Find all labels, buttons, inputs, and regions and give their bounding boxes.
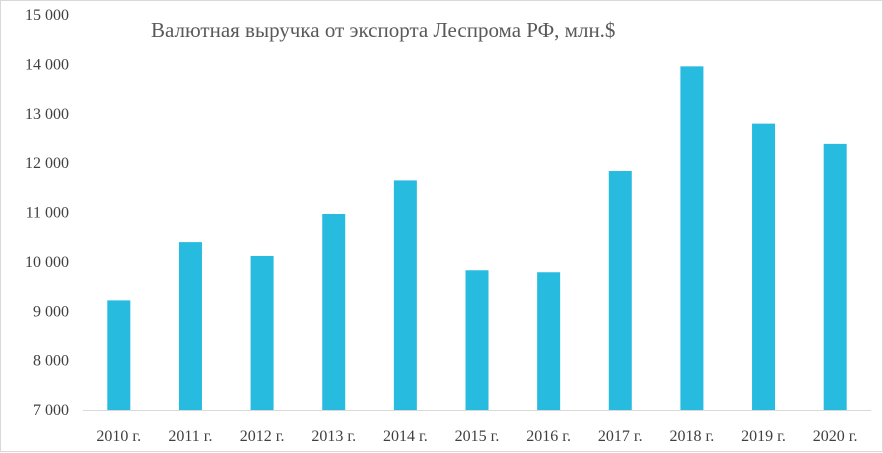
y-tick-label: 14 000 (25, 56, 69, 73)
bars (107, 66, 847, 410)
y-tick-label: 12 000 (25, 155, 69, 172)
x-tick-label: 2014 г. (383, 428, 428, 445)
x-tick-label: 2019 г. (741, 428, 786, 445)
bar (322, 213, 346, 410)
y-axis-ticks: 7 000 8 000 9 000 10 000 11 000 12 000 13 000 1… (25, 7, 69, 419)
x-tick-label: 2013 г. (311, 428, 356, 445)
bar (752, 123, 776, 410)
bar (680, 66, 704, 410)
y-tick-label: 11 000 (26, 205, 69, 222)
x-axis-ticks: 2010 г. 2011 г. 2012 г. 2013 г. 2014 г. 2015 … (96, 428, 857, 445)
bar (107, 300, 131, 410)
bar (823, 143, 847, 410)
y-tick-label: 7 000 (33, 402, 69, 419)
bar (178, 242, 202, 410)
x-tick-label: 2010 г. (96, 428, 141, 445)
y-tick-label: 8 000 (33, 353, 69, 370)
x-tick-label: 2018 г. (670, 428, 715, 445)
bar (608, 171, 632, 410)
x-tick-label: 2015 г. (455, 428, 500, 445)
x-tick-label: 2017 г. (598, 428, 643, 445)
y-tick-label: 13 000 (25, 106, 69, 123)
x-tick-label: 2012 г. (240, 428, 285, 445)
bar (393, 180, 417, 410)
bar (465, 270, 489, 410)
y-tick-label: 9 000 (33, 303, 69, 320)
chart-title: Валютная выручка от экспорта Леспрома РФ… (151, 18, 615, 42)
x-tick-label: 2020 г. (813, 428, 858, 445)
x-tick-label: 2016 г. (526, 428, 571, 445)
y-tick-label: 10 000 (25, 254, 69, 271)
bar (537, 272, 561, 410)
x-tick-label: 2011 г. (168, 428, 212, 445)
bar (250, 255, 274, 410)
y-tick-label: 15 000 (25, 7, 69, 24)
